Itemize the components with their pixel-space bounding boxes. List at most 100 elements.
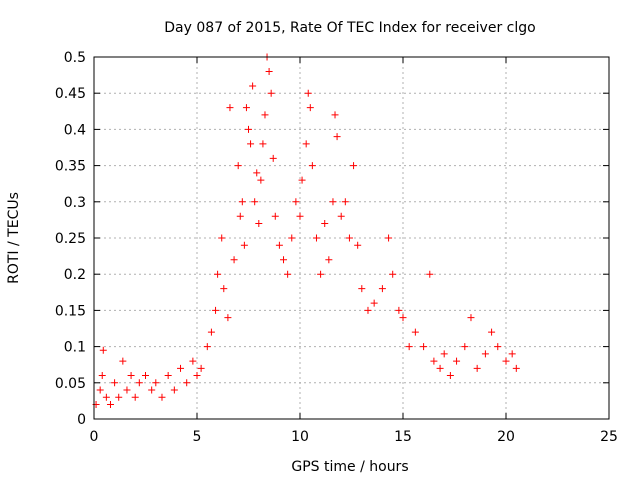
data-point [420,343,428,351]
x-tick-label: 5 [193,429,202,445]
data-point [436,364,444,372]
y-tick-label: 0.4 [64,122,86,138]
data-point [395,306,403,314]
data-point [267,89,275,97]
data-point [385,234,393,242]
data-point [337,212,345,220]
y-tick-label: 0.25 [55,231,86,247]
data-point [238,198,246,206]
data-point [358,285,366,293]
data-point [249,82,257,90]
data-point [131,393,139,401]
data-point [354,241,362,249]
data-point [333,133,341,141]
data-point [430,357,438,365]
data-point [240,241,248,249]
data-point [350,162,358,170]
y-tick-label: 0.3 [64,195,86,211]
data-point [440,350,448,358]
x-tick-label: 0 [90,429,99,445]
data-point [488,328,496,336]
data-point [148,386,156,394]
data-point [378,285,386,293]
data-point [259,140,267,148]
data-point [230,256,238,264]
y-tick-label: 0 [77,412,86,428]
data-point [512,364,520,372]
data-point [411,328,419,336]
data-point [247,140,255,148]
plot-area-border [93,56,610,420]
data-point [96,386,104,394]
data-point [245,125,252,133]
data-point [119,357,127,365]
axis-ticks: 0 0.05 0.1 0.15 0.2 0.25 0.3 0.35 0.4 0.45 0.5 0 5 10… [55,50,618,445]
data-point [255,220,263,228]
data-point [102,393,110,401]
data-point [236,212,244,220]
data-point [142,372,149,380]
data-point [345,234,353,242]
data-point [212,306,220,314]
data-point [453,357,461,365]
data-point [341,198,349,206]
data-point [508,350,516,358]
data-points [92,53,520,409]
data-point [197,364,205,372]
data-point [218,234,226,242]
data-point [308,162,316,170]
data-point [170,386,178,394]
data-point [405,343,413,351]
data-point [321,220,329,228]
data-point [207,328,215,336]
data-point [325,256,333,264]
data-point [99,346,107,354]
data-point [203,343,211,351]
data-point [296,212,304,220]
data-point [389,270,397,278]
data-point [257,176,265,184]
y-axis-label: ROTI / TECUs [6,192,22,284]
data-point [98,372,106,380]
data-point [111,379,119,387]
data-point [298,176,306,184]
data-point [446,372,454,380]
data-point [302,140,310,148]
data-point [193,372,201,380]
data-point [164,372,172,380]
y-tick-label: 0.2 [64,267,86,283]
y-tick-label: 0.15 [55,303,86,319]
chart-title: Day 087 of 2015, Rate Of TEC Index for r… [164,20,535,36]
data-point [214,270,222,278]
data-point [271,212,279,220]
data-point [261,111,269,119]
y-tick-label: 0.45 [55,86,86,102]
data-point [329,198,337,206]
data-point [502,357,510,365]
data-point [306,104,314,112]
data-point [158,393,166,401]
data-point [220,285,228,293]
data-point [461,343,469,351]
data-point [251,198,259,206]
data-point [284,270,292,278]
data-point [115,393,123,401]
data-point [127,372,135,380]
data-point [399,314,407,322]
data-point [152,379,160,387]
data-point [292,198,300,206]
y-tick-label: 0.5 [64,50,86,66]
data-point [481,350,489,358]
data-point [177,364,185,372]
data-point [269,154,277,162]
data-point [183,379,191,387]
y-tick-label: 0.35 [55,159,86,175]
data-point [265,67,273,75]
data-point [234,162,242,170]
data-point [426,270,434,278]
data-point [189,357,197,365]
data-point [275,241,283,249]
data-point [473,364,481,372]
data-point [370,299,378,307]
